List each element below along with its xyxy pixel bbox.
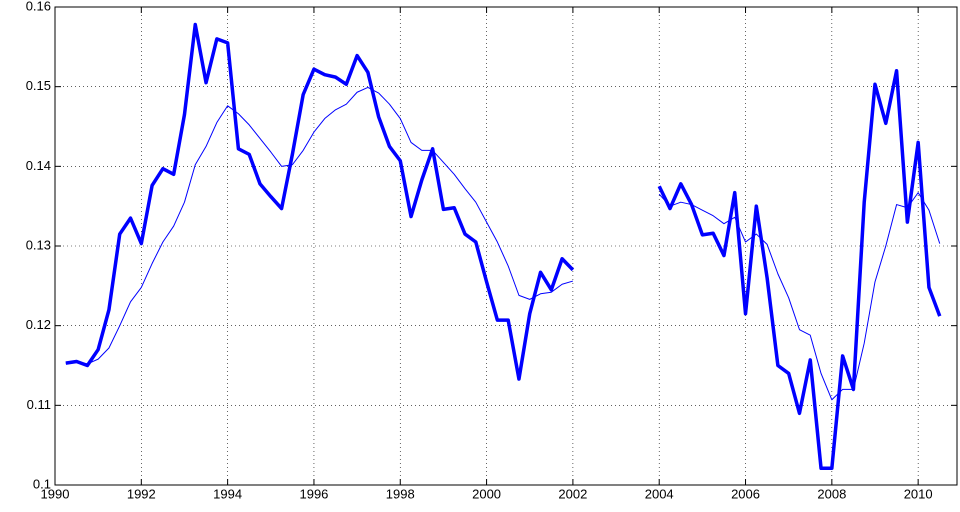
y-tick-label: 0.12 (26, 317, 51, 332)
x-tick-label: 1992 (127, 486, 156, 501)
y-tick-label: 0.13 (26, 237, 51, 252)
y-tick-label: 0.1 (33, 476, 51, 491)
x-tick-label: 1998 (386, 486, 415, 501)
plot-area (55, 7, 957, 485)
y-tick-label: 0.15 (26, 78, 51, 93)
x-tick-label: 2008 (817, 486, 846, 501)
x-tick-label: 2006 (731, 486, 760, 501)
x-tick-label: 1996 (299, 486, 328, 501)
series-line (65, 86, 941, 401)
series-line (65, 22, 942, 471)
x-tick-label: 2002 (558, 486, 587, 501)
x-tick-label: 1990 (41, 486, 70, 501)
x-tick-label: 2000 (472, 486, 501, 501)
y-tick-label: 0.14 (26, 158, 51, 173)
x-tick-label: 2010 (904, 486, 933, 501)
x-tick-label: 1994 (213, 486, 242, 501)
y-tick-label: 0.16 (26, 0, 51, 13)
plot-frame (54, 6, 958, 486)
y-tick-label: 0.11 (27, 397, 51, 412)
x-tick-label: 2004 (645, 486, 674, 501)
